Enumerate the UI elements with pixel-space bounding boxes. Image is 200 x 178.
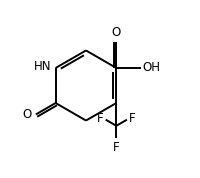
Text: HN: HN: [34, 60, 51, 73]
Text: O: O: [112, 26, 121, 39]
Text: F: F: [113, 141, 120, 154]
Text: O: O: [22, 108, 32, 121]
Text: F: F: [97, 112, 104, 125]
Text: F: F: [129, 112, 135, 125]
Text: OH: OH: [143, 61, 161, 74]
